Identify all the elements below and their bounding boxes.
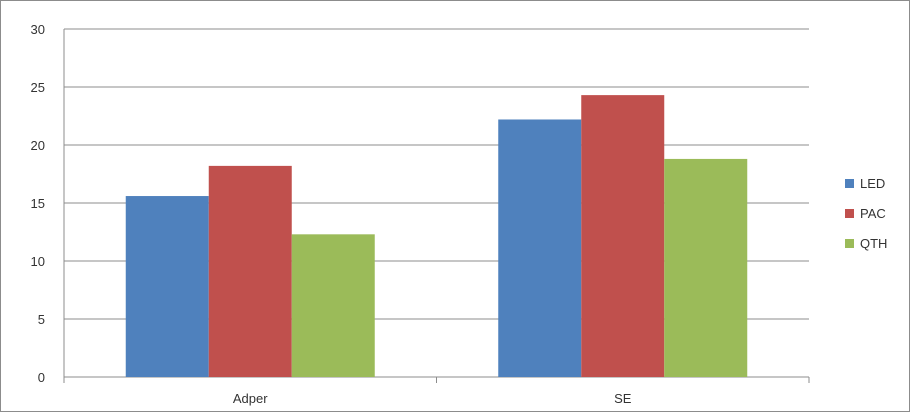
bar-led-adper xyxy=(125,196,209,377)
legend-label-led: LED xyxy=(860,176,885,191)
x-tick-label: SE xyxy=(614,391,632,406)
y-tick-label: 25 xyxy=(31,80,45,95)
bar-qth-se xyxy=(664,158,748,377)
bar-pac-se xyxy=(581,95,665,378)
bars xyxy=(125,95,748,378)
y-tick-label: 10 xyxy=(31,254,45,269)
x-tick-label: Adper xyxy=(233,391,268,406)
y-tick-label: 5 xyxy=(38,312,45,327)
y-tick-label: 0 xyxy=(38,370,45,385)
legend: LED PAC QTH xyxy=(845,176,887,251)
legend-swatch-pac xyxy=(845,209,854,218)
legend-label-qth: QTH xyxy=(860,236,887,251)
bar-led-se xyxy=(498,119,582,377)
bar-pac-adper xyxy=(208,165,292,377)
y-tick-labels: 0 5 10 15 20 25 30 xyxy=(31,22,45,385)
y-tick-label: 15 xyxy=(31,196,45,211)
y-tick-label: 20 xyxy=(31,138,45,153)
legend-label-pac: PAC xyxy=(860,206,886,221)
bar-qth-adper xyxy=(291,234,375,377)
legend-swatch-qth xyxy=(845,239,854,248)
x-tick-labels: Adper SE xyxy=(233,391,632,406)
y-tick-label: 30 xyxy=(31,22,45,37)
legend-swatch-led xyxy=(845,179,854,188)
